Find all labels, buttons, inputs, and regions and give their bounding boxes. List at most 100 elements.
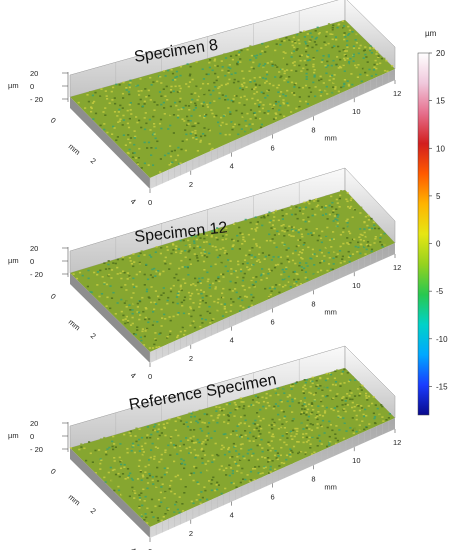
surface-texture	[198, 418, 201, 421]
surface-texture	[276, 66, 279, 68]
surface-texture	[167, 326, 170, 329]
surface-texture	[163, 113, 166, 115]
surface-texture	[236, 470, 239, 472]
surface-texture	[286, 400, 289, 403]
surface-texture	[161, 261, 164, 263]
surface-texture	[107, 274, 110, 277]
surface-texture	[279, 438, 282, 441]
surface-texture	[124, 105, 127, 107]
surface-texture	[123, 271, 126, 274]
surface-texture	[345, 430, 348, 432]
surface-texture	[379, 73, 382, 76]
surface-texture	[216, 301, 219, 304]
surface-texture	[248, 425, 251, 427]
surface-texture	[343, 425, 346, 428]
surface-texture	[271, 224, 274, 226]
surface-texture	[168, 465, 171, 468]
surface-texture	[258, 84, 261, 87]
surface-texture	[327, 211, 330, 213]
surface-texture	[252, 67, 255, 70]
surface-texture	[132, 302, 135, 304]
surface-texture	[223, 453, 227, 456]
surface-texture	[335, 208, 338, 210]
surface-texture	[191, 98, 194, 101]
surface-texture	[139, 487, 142, 489]
surface-texture	[218, 414, 221, 416]
surface-texture	[383, 242, 387, 244]
surface-texture	[300, 266, 303, 268]
surface-texture	[297, 402, 300, 404]
surface-texture	[264, 457, 267, 459]
surface-texture	[254, 102, 257, 105]
surface-texture	[283, 230, 286, 233]
surface-texture	[346, 218, 349, 221]
surface-texture	[327, 54, 330, 56]
surface-texture	[231, 238, 234, 241]
surface-texture	[341, 397, 344, 399]
surface-texture	[218, 109, 221, 112]
surface-texture	[207, 118, 210, 120]
surface-texture	[192, 87, 195, 89]
surface-texture	[324, 44, 327, 46]
surface-texture	[182, 99, 185, 101]
surface-texture	[134, 492, 137, 494]
surface-texture	[250, 54, 253, 57]
surface-texture	[148, 347, 151, 349]
surface-texture	[316, 414, 319, 416]
surface-texture	[311, 398, 314, 401]
surface-texture	[331, 201, 334, 204]
surface-texture	[153, 160, 156, 163]
surface-texture	[376, 421, 379, 423]
surface-texture	[344, 437, 347, 440]
surface-texture	[320, 198, 323, 200]
surface-texture	[307, 216, 310, 219]
surface-texture	[145, 290, 148, 293]
surface-texture	[336, 225, 339, 228]
surface-texture	[210, 109, 213, 111]
surface-texture	[166, 246, 169, 248]
surface-texture	[194, 284, 197, 287]
surface-texture	[172, 262, 175, 264]
x-tick-label: 4	[230, 336, 234, 345]
surface-texture	[254, 230, 258, 232]
surface-texture	[266, 409, 269, 412]
surface-texture	[172, 249, 175, 251]
surface-texture	[206, 271, 209, 274]
surface-texture	[215, 118, 218, 121]
surface-texture	[204, 302, 207, 304]
surface-texture	[286, 255, 289, 258]
surface-texture	[264, 255, 267, 258]
surface-texture	[197, 494, 200, 496]
surface-texture	[165, 471, 168, 474]
surface-texture	[286, 41, 289, 43]
surface-texture	[129, 141, 132, 144]
surface-texture	[287, 281, 290, 283]
surface-texture	[203, 116, 206, 119]
surface-texture	[271, 460, 274, 462]
surface-texture	[305, 72, 308, 75]
surface-texture	[255, 276, 258, 278]
surface-texture	[354, 398, 357, 400]
surface-texture	[299, 59, 302, 62]
surface-texture	[274, 403, 277, 405]
surface-texture	[259, 472, 262, 475]
surface-texture	[150, 511, 153, 513]
surface-texture	[248, 70, 251, 72]
surface-texture	[144, 307, 147, 309]
surface-texture	[304, 41, 307, 43]
surface-texture	[184, 249, 187, 252]
surface-texture	[279, 43, 282, 46]
surface-texture	[314, 30, 317, 32]
surface-texture	[161, 140, 164, 143]
surface-texture	[338, 427, 341, 429]
surface-texture	[252, 238, 255, 241]
surface-texture	[226, 414, 229, 416]
surface-texture	[342, 242, 345, 245]
surface-texture	[248, 253, 251, 256]
surface-texture	[216, 238, 219, 241]
surface-texture	[338, 197, 341, 200]
surface-texture	[215, 229, 218, 231]
surface-texture	[269, 446, 272, 449]
surface-texture	[252, 435, 255, 438]
surface-texture	[237, 292, 241, 295]
